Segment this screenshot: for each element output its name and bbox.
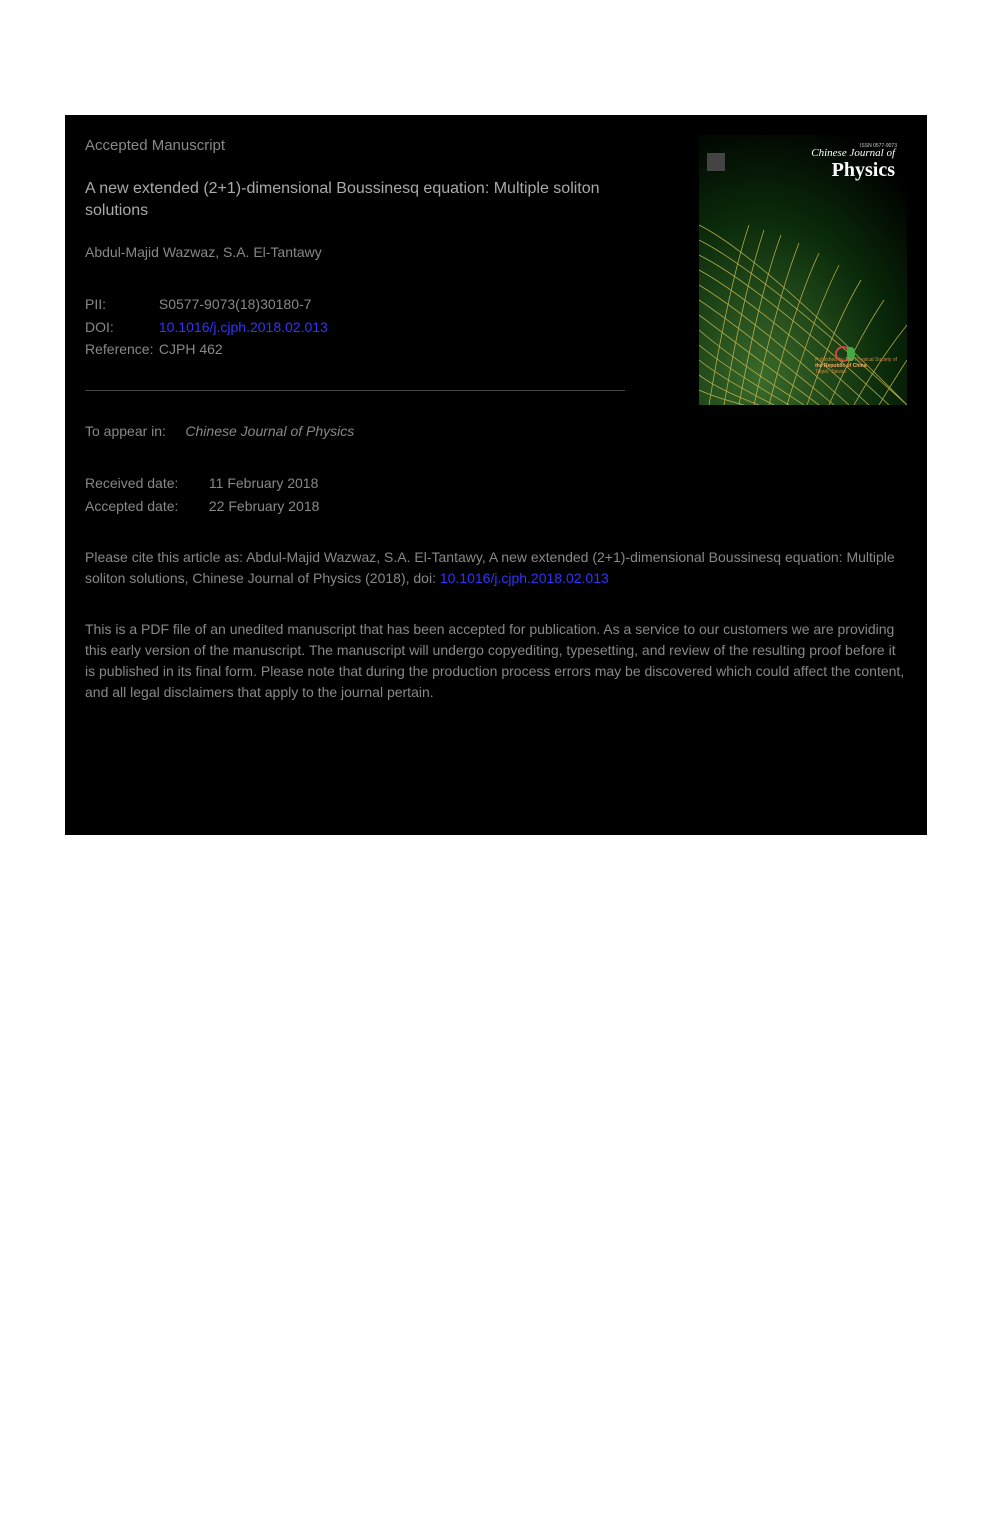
pii-row: PII: S0577-9073(18)30180-7 bbox=[85, 293, 625, 315]
cover-title: Physics bbox=[811, 159, 895, 182]
cover-subtitle: Chinese Journal of bbox=[811, 147, 895, 159]
main-content: Accepted Manuscript A new extended (2+1)… bbox=[85, 135, 625, 517]
pii-label: PII: bbox=[85, 293, 155, 315]
reference-value: CJPH 462 bbox=[159, 341, 223, 357]
cover-publisher-info: Published by The Physical Society of the… bbox=[815, 357, 897, 375]
publisher-line3: Taipei, Taiwan bbox=[815, 369, 846, 375]
accepted-manuscript-label: Accepted Manuscript bbox=[85, 135, 625, 158]
doi-label: DOI: bbox=[85, 316, 155, 338]
disclaimer-text: This is a PDF file of an unedited manusc… bbox=[85, 619, 907, 703]
authors: Abdul-Majid Wazwaz, S.A. El-Tantawy bbox=[85, 242, 625, 263]
accepted-label: Accepted date: bbox=[85, 495, 205, 517]
separator bbox=[85, 390, 625, 391]
accepted-row: Accepted date: 22 February 2018 bbox=[85, 495, 625, 517]
received-date: 11 February 2018 bbox=[209, 475, 318, 491]
received-row: Received date: 11 February 2018 bbox=[85, 472, 625, 494]
article-title: A new extended (2+1)-dimensional Boussin… bbox=[85, 178, 625, 223]
doi-row: DOI: 10.1016/j.cjph.2018.02.013 bbox=[85, 316, 625, 338]
appear-label: To appear in: bbox=[85, 423, 166, 439]
citation-doi-link[interactable]: 10.1016/j.cjph.2018.02.013 bbox=[440, 570, 609, 586]
journal-cover: ISSN 0577-9073 Chinese Journal of Physic… bbox=[699, 135, 907, 405]
citation-text: Please cite this article as: Abdul-Majid… bbox=[85, 547, 907, 589]
pii-value: S0577-9073(18)30180-7 bbox=[159, 296, 312, 312]
manuscript-panel: ISSN 0577-9073 Chinese Journal of Physic… bbox=[65, 115, 927, 835]
publisher-logo-icon bbox=[707, 153, 725, 171]
doi-link[interactable]: 10.1016/j.cjph.2018.02.013 bbox=[159, 319, 328, 335]
journal-name: Chinese Journal of Physics bbox=[185, 423, 354, 439]
accepted-date: 22 February 2018 bbox=[209, 498, 320, 514]
dates-block: Received date: 11 February 2018 Accepted… bbox=[85, 472, 625, 517]
reference-row: Reference: CJPH 462 bbox=[85, 338, 625, 360]
received-label: Received date: bbox=[85, 472, 205, 494]
reference-label: Reference: bbox=[85, 338, 155, 360]
appear-row: To appear in: Chinese Journal of Physics bbox=[85, 421, 625, 442]
cover-title-area: Chinese Journal of Physics bbox=[811, 147, 895, 182]
